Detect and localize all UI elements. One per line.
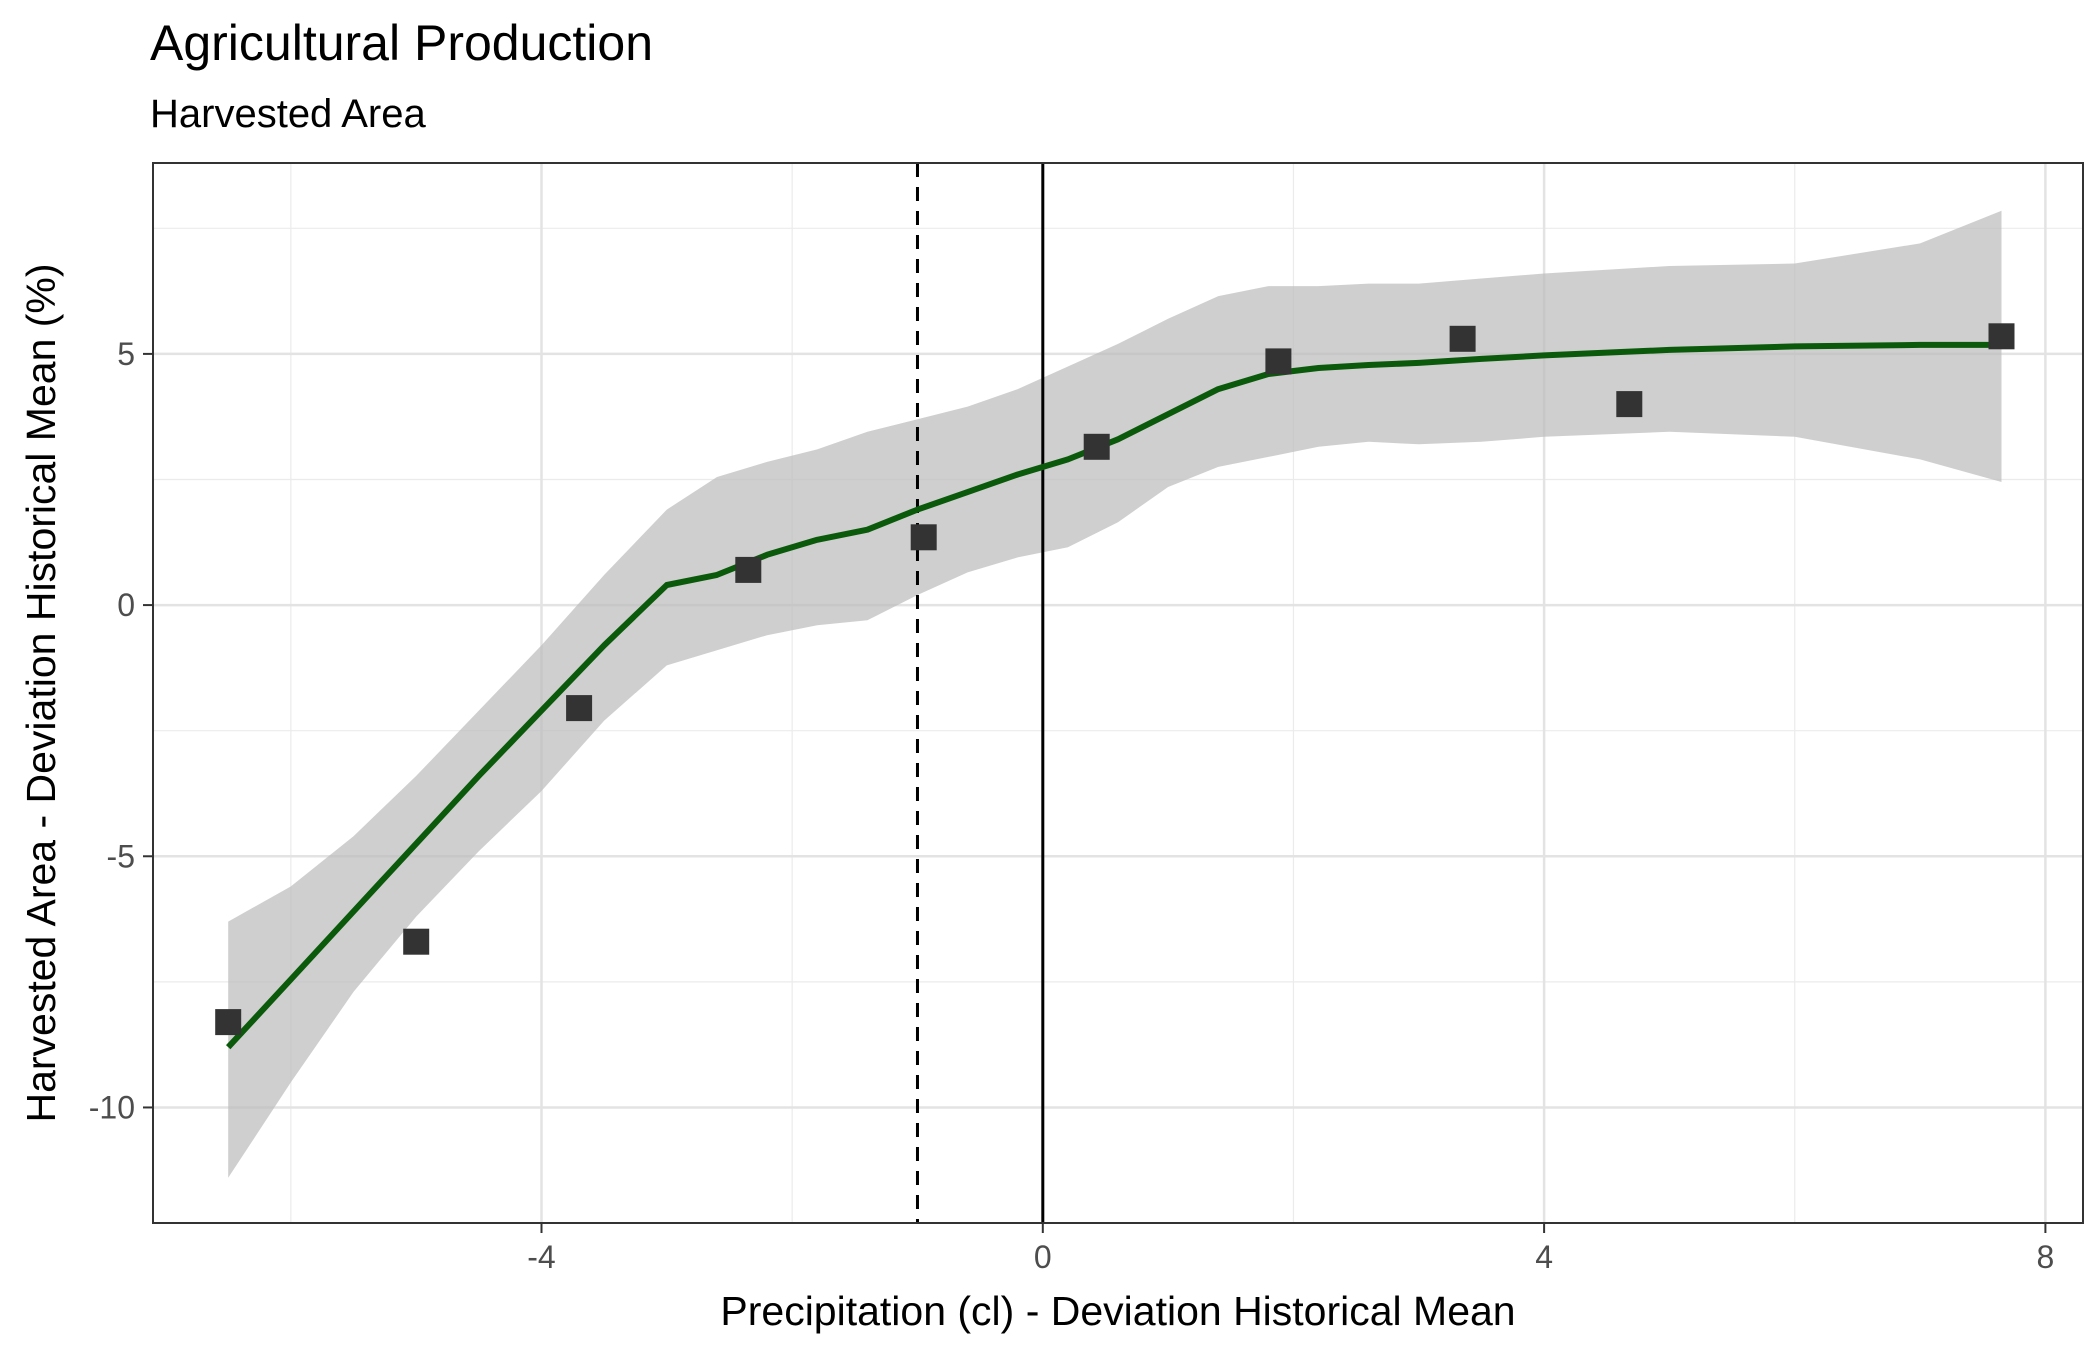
y-tick-label: 5 xyxy=(117,336,135,372)
data-point xyxy=(566,695,593,722)
chart-subtitle: Harvested Area xyxy=(150,92,426,136)
confidence-band xyxy=(228,210,2002,1178)
x-tick-label: 4 xyxy=(1535,1239,1553,1275)
x-axis: -4 0 4 8 xyxy=(527,1223,2054,1275)
data-point xyxy=(1449,325,1476,352)
chart-title: Agricultural Production xyxy=(150,15,653,71)
y-tick-label: -10 xyxy=(89,1089,135,1125)
x-tick-label: 0 xyxy=(1034,1239,1052,1275)
data-point xyxy=(910,524,937,551)
x-tick-label: 8 xyxy=(2037,1239,2055,1275)
data-point xyxy=(1265,348,1292,375)
y-tick-label: 0 xyxy=(117,587,135,623)
y-axis: -10 -5 0 5 xyxy=(89,336,153,1125)
x-tick-label: -4 xyxy=(527,1239,555,1275)
reference-lines xyxy=(915,163,1045,1223)
smooth-line-layer xyxy=(225,341,2002,1050)
confidence-band-layer xyxy=(228,210,2002,1178)
plot-border xyxy=(152,162,2084,1224)
data-point xyxy=(403,928,430,955)
data-point xyxy=(735,556,762,583)
data-point xyxy=(215,1009,242,1036)
data-point xyxy=(1083,433,1110,460)
smooth-line xyxy=(225,341,2002,1050)
data-point xyxy=(1988,323,2015,350)
y-tick-label: -5 xyxy=(107,838,135,874)
data-point xyxy=(1616,391,1643,418)
scatter-points xyxy=(215,323,2015,1036)
x-axis-title: Precipitation (cl) - Deviation Historica… xyxy=(720,1288,1515,1334)
y-axis-title: Harvested Area - Deviation Historical Me… xyxy=(18,263,64,1122)
